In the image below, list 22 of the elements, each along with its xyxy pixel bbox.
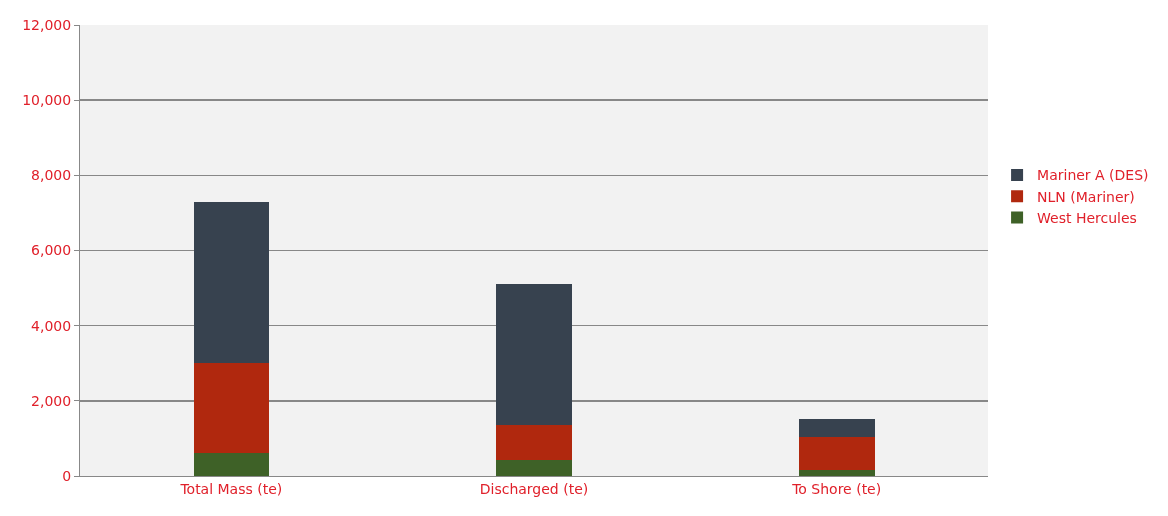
y-tick-label: 4,000 <box>31 317 72 334</box>
y-tick-label: 2,000 <box>31 392 72 409</box>
bar <box>193 201 270 364</box>
legend-label: West Hercules <box>1037 209 1137 226</box>
bar <box>798 436 875 471</box>
y-tick-label: 8,000 <box>31 167 72 184</box>
y-tick-label: 10,000 <box>22 92 72 109</box>
bar <box>496 460 572 476</box>
legend-label: NLN (Mariner) <box>1037 188 1135 205</box>
legend-label: Mariner A (DES) <box>1037 167 1149 184</box>
bar <box>798 418 875 437</box>
bar <box>193 453 270 476</box>
y-tick-label: 12,000 <box>22 16 72 33</box>
bar <box>496 284 572 426</box>
x-tick-label: To Shore (te) <box>791 480 882 497</box>
bar <box>496 425 572 461</box>
x-tick-label: Total Mass (te) <box>179 480 283 497</box>
x-tick-label: Discharged (te) <box>479 480 589 497</box>
bar <box>193 363 270 454</box>
y-tick-label: 0 <box>62 467 72 484</box>
y-tick-label: 6,000 <box>31 242 72 259</box>
bar <box>798 470 875 476</box>
